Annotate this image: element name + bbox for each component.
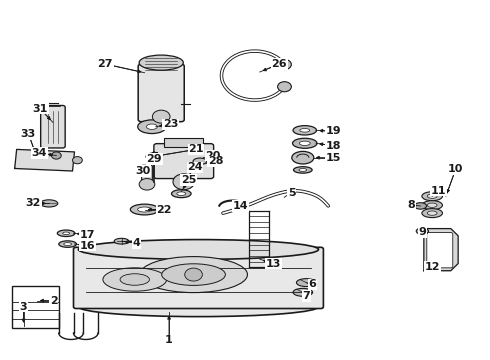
Text: 4: 4 (132, 238, 140, 248)
Ellipse shape (138, 120, 166, 134)
Text: 10: 10 (448, 164, 464, 174)
FancyBboxPatch shape (427, 233, 453, 268)
Text: 1: 1 (165, 335, 173, 345)
Ellipse shape (78, 240, 318, 259)
Circle shape (185, 268, 202, 281)
Text: 27: 27 (98, 59, 113, 69)
Circle shape (139, 179, 155, 190)
Text: 20: 20 (205, 150, 221, 161)
Text: 5: 5 (288, 188, 295, 198)
Ellipse shape (147, 124, 157, 129)
Text: 32: 32 (25, 198, 41, 208)
Ellipse shape (300, 129, 310, 132)
Text: 14: 14 (232, 201, 248, 211)
Ellipse shape (299, 141, 310, 145)
Polygon shape (15, 149, 74, 171)
Ellipse shape (59, 241, 76, 247)
Ellipse shape (146, 153, 160, 160)
Circle shape (152, 110, 170, 123)
Ellipse shape (120, 274, 149, 285)
Ellipse shape (422, 201, 442, 210)
Ellipse shape (63, 232, 70, 235)
Text: 21: 21 (188, 144, 204, 154)
Ellipse shape (427, 211, 437, 215)
Ellipse shape (177, 192, 186, 195)
Ellipse shape (130, 204, 159, 215)
Ellipse shape (422, 209, 442, 217)
Text: 9: 9 (418, 227, 426, 237)
Ellipse shape (139, 55, 183, 70)
Text: 11: 11 (431, 186, 446, 196)
Ellipse shape (172, 190, 191, 198)
Circle shape (278, 82, 292, 92)
Bar (12, 286, 59, 328)
FancyBboxPatch shape (41, 105, 65, 148)
Ellipse shape (40, 200, 58, 207)
Ellipse shape (427, 203, 437, 207)
Ellipse shape (299, 168, 307, 171)
Text: 15: 15 (325, 153, 341, 163)
Text: 31: 31 (32, 104, 48, 114)
Ellipse shape (162, 264, 225, 285)
Text: 18: 18 (325, 141, 341, 151)
Text: 12: 12 (424, 262, 440, 272)
Ellipse shape (140, 257, 247, 293)
Ellipse shape (296, 279, 316, 287)
Text: 19: 19 (325, 126, 341, 136)
Ellipse shape (292, 151, 314, 164)
Circle shape (73, 157, 82, 164)
Text: 34: 34 (31, 148, 47, 158)
Text: 2: 2 (50, 296, 58, 306)
Circle shape (173, 174, 195, 190)
FancyBboxPatch shape (138, 64, 184, 122)
Ellipse shape (138, 207, 151, 212)
Ellipse shape (293, 288, 313, 296)
Ellipse shape (427, 194, 437, 198)
Text: 16: 16 (79, 240, 95, 251)
Text: 30: 30 (135, 166, 151, 176)
Text: 28: 28 (208, 156, 223, 166)
Text: 24: 24 (187, 162, 203, 172)
Polygon shape (424, 229, 458, 271)
FancyBboxPatch shape (74, 247, 323, 309)
Bar (164, 138, 203, 147)
Ellipse shape (103, 268, 167, 291)
Text: 23: 23 (163, 119, 178, 129)
Text: 8: 8 (408, 200, 416, 210)
Text: 17: 17 (79, 230, 95, 240)
Text: 22: 22 (156, 204, 172, 215)
Ellipse shape (414, 203, 426, 209)
Text: 7: 7 (302, 291, 310, 301)
Ellipse shape (64, 243, 72, 246)
Ellipse shape (294, 167, 312, 173)
Text: 6: 6 (309, 279, 317, 289)
Ellipse shape (114, 238, 129, 244)
Text: 13: 13 (266, 258, 281, 269)
FancyBboxPatch shape (154, 144, 214, 179)
Ellipse shape (416, 228, 429, 234)
Circle shape (51, 152, 61, 159)
Ellipse shape (78, 297, 318, 317)
Ellipse shape (57, 230, 75, 237)
Ellipse shape (422, 192, 442, 201)
Circle shape (278, 59, 292, 69)
Text: 25: 25 (181, 175, 196, 185)
Text: 29: 29 (147, 154, 162, 164)
Text: 26: 26 (271, 59, 287, 69)
Text: 3: 3 (20, 302, 27, 312)
Ellipse shape (293, 126, 317, 135)
Text: 33: 33 (21, 129, 36, 139)
FancyBboxPatch shape (142, 165, 152, 185)
Ellipse shape (193, 158, 207, 165)
Ellipse shape (293, 138, 317, 148)
